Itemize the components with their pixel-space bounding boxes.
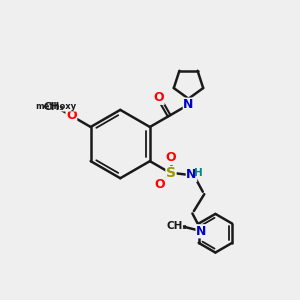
Text: O: O	[154, 91, 164, 104]
Text: O: O	[66, 109, 77, 122]
Text: O: O	[155, 178, 165, 191]
Text: O: O	[166, 152, 176, 164]
Text: CH₃: CH₃	[44, 102, 64, 112]
Text: N: N	[186, 168, 197, 181]
Text: H: H	[194, 168, 203, 178]
Text: methoxy: methoxy	[35, 102, 76, 111]
Text: CH₃: CH₃	[166, 221, 187, 231]
Text: N: N	[196, 225, 206, 238]
Text: N: N	[183, 98, 194, 111]
Text: S: S	[166, 166, 176, 180]
